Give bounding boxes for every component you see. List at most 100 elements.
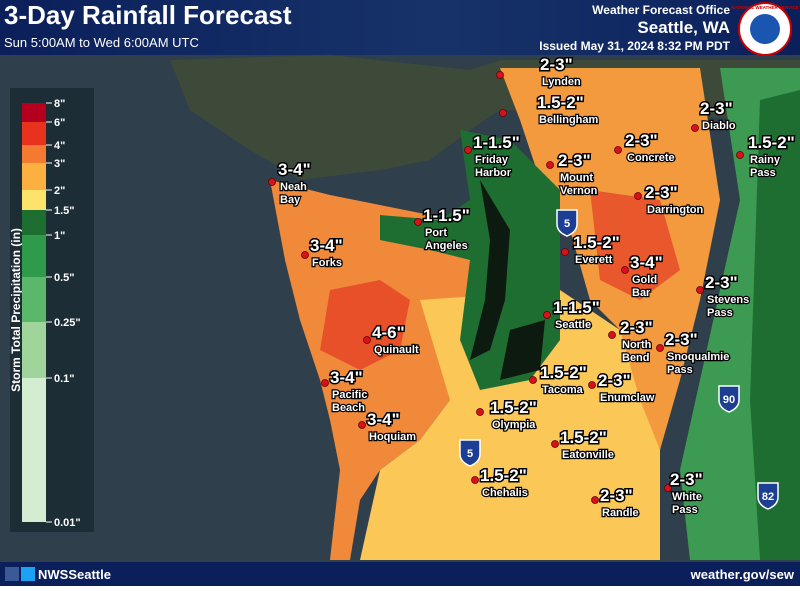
rain-amount: 1-1.5" <box>423 206 470 225</box>
city-dot <box>696 286 704 294</box>
rain-amount: 1-1.5" <box>553 298 600 317</box>
rain-amount: 2-3" <box>700 99 733 118</box>
legend-swatch <box>22 210 46 235</box>
legend-label: 2" <box>54 185 65 197</box>
highway-number: 5 <box>467 448 473 460</box>
rain-amount: 2-3" <box>600 486 633 505</box>
rain-amount: 2-3" <box>665 330 698 349</box>
rain-amount: 2-3" <box>558 151 591 170</box>
lowland-zone <box>360 290 660 560</box>
rain-amount: 3-4" <box>330 368 363 387</box>
city-name: Angeles <box>425 240 468 252</box>
rain-amount: 4-6" <box>372 323 405 342</box>
city-dot <box>499 109 507 117</box>
rain-amount: 2-3" <box>620 318 653 337</box>
legend-label: 1.5" <box>54 205 75 217</box>
city-dot <box>608 331 616 339</box>
twitter-icon[interactable] <box>21 567 35 581</box>
city-dot <box>471 476 479 484</box>
issued: Issued May 31, 2024 8:32 PM PDT <box>539 39 730 53</box>
city-name: Concrete <box>627 152 675 164</box>
legend-label: 8" <box>54 98 65 110</box>
rain-amount: 1.5-2" <box>560 428 607 447</box>
city-name: Pass <box>750 167 776 179</box>
facebook-icon[interactable] <box>5 567 19 581</box>
rain-amount: 3-4" <box>630 253 663 272</box>
city-name: Beach <box>332 402 365 414</box>
city-name: Tacoma <box>542 384 584 396</box>
rain-amount: 1-1.5" <box>473 133 520 152</box>
city-dot <box>591 496 599 504</box>
highway-shield <box>459 439 481 467</box>
city-name: Olympia <box>492 419 536 431</box>
legend-swatch <box>22 145 46 163</box>
legend-label: 1" <box>54 230 65 242</box>
city-name: Mount <box>560 172 593 184</box>
highway-number: 5 <box>564 218 570 230</box>
sound-zone <box>380 130 560 390</box>
city-name: Snoqualmie <box>667 351 729 363</box>
social-handle[interactable]: NWSSeattle <box>38 567 111 582</box>
legend-swatch <box>22 163 46 190</box>
city-name: Forks <box>312 257 342 269</box>
rain-amount: 2-3" <box>625 131 658 150</box>
city-name: Pass <box>672 504 698 516</box>
city-name: Stevens <box>707 294 749 306</box>
legend-label: 4" <box>54 140 65 152</box>
city-dot <box>496 71 504 79</box>
cascade-heavy <box>590 190 680 300</box>
city-dot <box>529 376 537 384</box>
city-dot <box>464 146 472 154</box>
city-dot <box>268 178 276 186</box>
rain-amount: 3-4" <box>310 236 343 255</box>
highway-shield <box>718 385 740 413</box>
rain-amount: 1.5-2" <box>480 466 527 485</box>
city-dot <box>476 408 484 416</box>
east-dark <box>750 90 800 560</box>
website[interactable]: weather.gov/sew <box>690 567 795 582</box>
city-name: Port <box>425 227 447 239</box>
city-name: Gold <box>632 274 657 286</box>
legend-label: 3" <box>54 158 65 170</box>
legend-title: Storm Total Precipitation (in) <box>9 228 23 392</box>
city-dot <box>551 440 559 448</box>
legend-label: 6" <box>54 117 65 129</box>
city-name: Enumclaw <box>600 392 655 404</box>
rain-amount: 2-3" <box>705 273 738 292</box>
highway-shield <box>556 209 578 237</box>
city-name: Chehalis <box>482 487 528 499</box>
rain-amount: 2-3" <box>645 183 678 202</box>
rain-amount: 2-3" <box>540 55 573 74</box>
legend-swatch <box>22 378 46 522</box>
city-dot <box>614 146 622 154</box>
city-name: Pacific <box>332 389 367 401</box>
city-name: Pass <box>707 307 733 319</box>
city-name: Bellingham <box>539 114 599 126</box>
office: Weather Forecast Office <box>592 3 730 17</box>
city-dot <box>301 251 309 259</box>
city-name: Bend <box>622 352 650 364</box>
rain-amount: 2-3" <box>670 470 703 489</box>
coast-zone <box>270 180 480 560</box>
rain-amount: 1.5-2" <box>573 233 620 252</box>
city-name: Darrington <box>647 204 704 216</box>
legend-swatch <box>22 235 46 277</box>
rain-amount: 3-4" <box>367 410 400 429</box>
city-name: Harbor <box>475 167 512 179</box>
city-name: Rainy <box>750 154 781 166</box>
city-name: Eatonville <box>562 449 614 461</box>
city-name: Friday <box>475 154 509 166</box>
highway-number: 82 <box>762 491 774 503</box>
rain-amount: 1.5-2" <box>537 93 584 112</box>
city-dot <box>358 421 366 429</box>
nws-logo-inner <box>750 14 780 44</box>
legend-swatch <box>22 190 46 210</box>
nws-logo-text: NATIONAL WEATHER SERVICE <box>731 5 798 10</box>
city-dot <box>546 161 554 169</box>
rain-amount: 3-4" <box>278 160 311 179</box>
subtitle: Sun 5:00AM to Wed 6:00AM UTC <box>4 35 199 50</box>
highway-number: 90 <box>723 394 735 406</box>
legend-label: 0.01" <box>54 517 81 529</box>
